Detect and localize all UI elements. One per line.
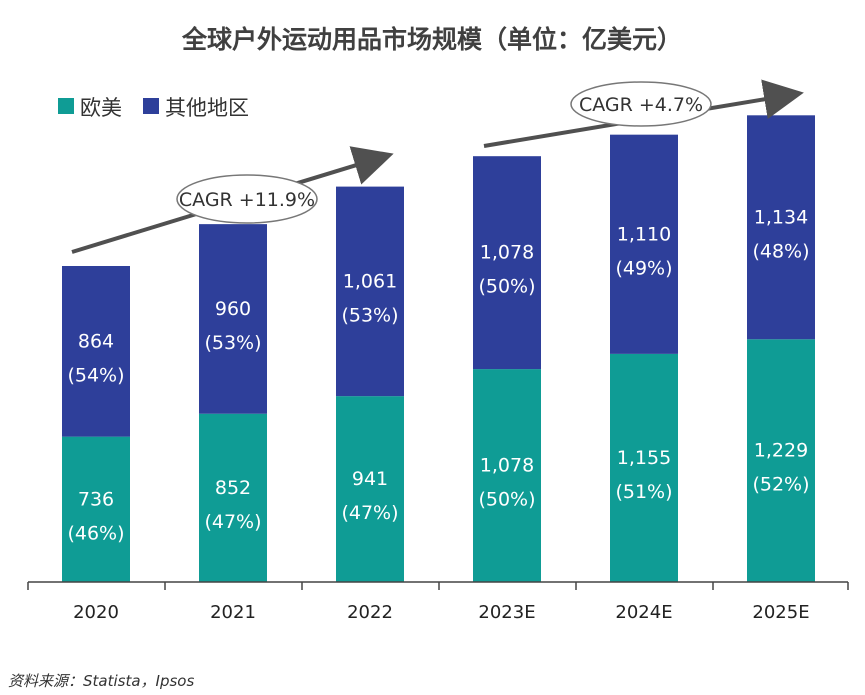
bar-europe-us-2025E	[747, 339, 815, 582]
data-label-share: (50%)	[478, 276, 535, 298]
data-label-value: 736	[78, 488, 114, 510]
data-label-value: 1,078	[480, 455, 534, 477]
data-label-value: 1,134	[754, 206, 808, 228]
data-label-share: (49%)	[615, 257, 672, 279]
x-tick-label: 2023E	[478, 602, 535, 623]
cagr-label-2: CAGR +4.7%	[579, 94, 703, 116]
data-label-share: (46%)	[67, 522, 124, 544]
data-label-value: 1,078	[480, 242, 534, 264]
bar-other-regions-2020	[62, 266, 130, 437]
data-label-share: (50%)	[478, 489, 535, 511]
data-label-value: 941	[352, 468, 388, 490]
cagr-annotation-1: CAGR +11.9%	[71, 146, 394, 254]
cagr-ellipse-2	[570, 81, 712, 127]
data-label-value: 852	[215, 477, 251, 499]
bars-group	[62, 115, 815, 582]
x-tick-label: 2020	[73, 602, 119, 623]
cagr-label-1: CAGR +11.9%	[179, 189, 315, 211]
x-tick-label: 2022	[347, 602, 393, 623]
x-tick-label: 2025E	[752, 602, 809, 623]
data-label-value: 1,229	[754, 440, 808, 462]
cagr-ellipse-1	[176, 174, 318, 224]
legend: 欧美 其他地区	[58, 96, 249, 120]
bar-other-regions-2025E	[747, 115, 815, 340]
data-label-share: (52%)	[752, 474, 809, 496]
data-label-share: (53%)	[341, 304, 398, 326]
data-label-share: (47%)	[341, 502, 398, 524]
data-label-share: (47%)	[204, 511, 261, 533]
bar-other-regions-2024E	[610, 134, 678, 354]
data-label-value: 864	[78, 330, 114, 352]
legend-label-europe-us: 欧美	[80, 96, 122, 120]
data-label-share: (51%)	[615, 481, 672, 503]
data-label-value: 1,061	[343, 270, 397, 292]
cagr-annotation-2: CAGR +4.7%	[483, 79, 804, 148]
bar-other-regions-2021	[199, 224, 267, 414]
bar-europe-us-2024E	[610, 353, 678, 582]
data-label-share: (54%)	[67, 364, 124, 386]
legend-label-other-regions: 其他地区	[165, 96, 249, 120]
source-note: 资料来源：Statista，Ipsos	[8, 672, 194, 690]
x-tick-label: 2021	[210, 602, 256, 623]
legend-swatch-europe-us	[58, 98, 74, 114]
chart-title: 全球户外运动用品市场规模（单位：亿美元）	[181, 25, 682, 54]
data-label-share: (48%)	[752, 240, 809, 262]
data-label-value: 1,155	[617, 447, 671, 469]
data-label-value: 1,110	[617, 223, 671, 245]
data-label-share: (53%)	[204, 332, 261, 354]
data-label-value: 960	[215, 298, 251, 320]
legend-swatch-other-regions	[143, 98, 159, 114]
bar-europe-us-2022	[336, 396, 404, 582]
bar-europe-us-2023E	[473, 369, 541, 582]
x-tick-label: 2024E	[615, 602, 672, 623]
bar-other-regions-2022	[336, 186, 404, 397]
bar-other-regions-2023E	[473, 156, 541, 370]
bar-europe-us-2021	[199, 413, 267, 582]
data-labels-group: 736 (46%) 864 (54%) 852 (47%) 960 (53%) 941 (47%)…	[67, 206, 809, 544]
bar-europe-us-2020	[62, 436, 130, 582]
x-axis-ticks: 2020 2021 2022 2023E 2024E 2025E	[27, 582, 849, 623]
